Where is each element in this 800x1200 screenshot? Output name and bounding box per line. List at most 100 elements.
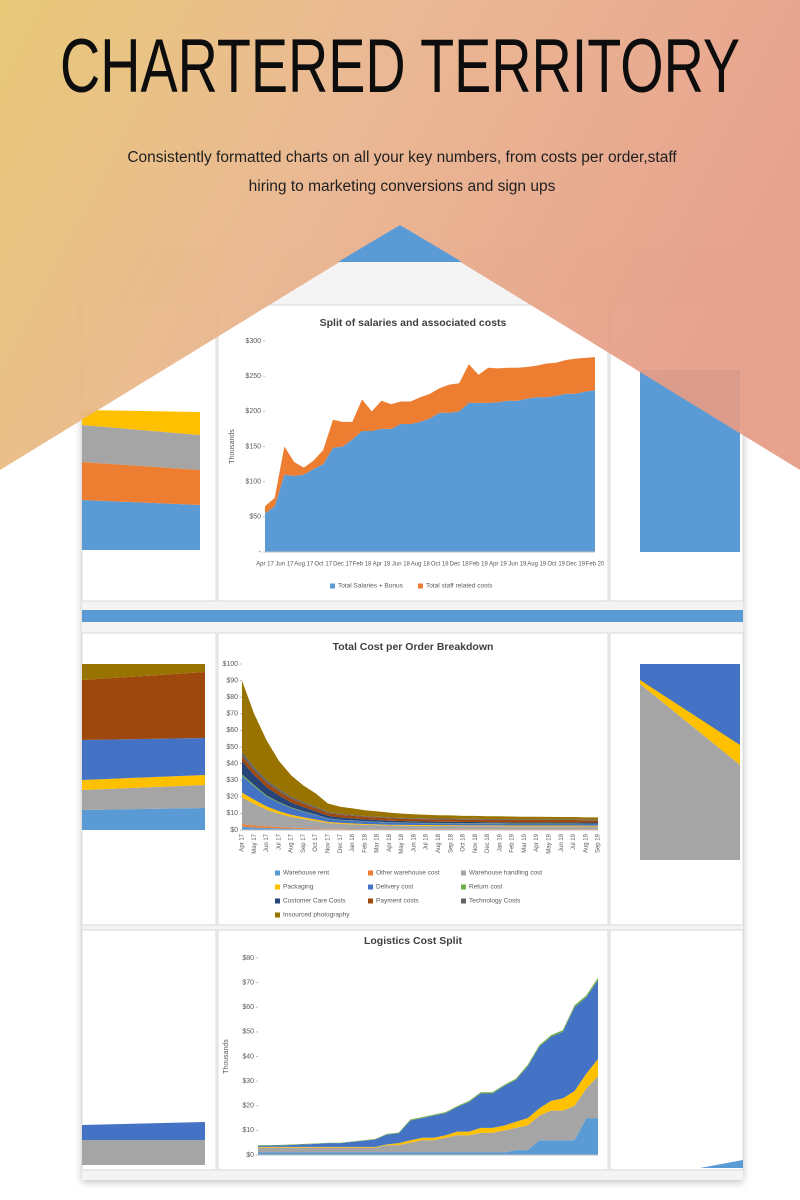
x-tick-label: Jun 17 xyxy=(264,833,270,852)
x-tick-label: May 18 xyxy=(399,833,405,853)
x-tick-label: Oct 18 xyxy=(431,562,449,568)
charts: Split of salaries and associated costs Th… xyxy=(222,317,605,1159)
x-tick-label: Jul 18 xyxy=(424,833,430,850)
x-tick-label: Dec 18 xyxy=(485,833,491,853)
x-tick-label: Sep 18 xyxy=(448,833,454,853)
y-tick-label: $10 xyxy=(226,810,238,817)
x-tick-label: Feb 19 xyxy=(510,833,516,852)
area xyxy=(265,357,595,514)
legend-swatch xyxy=(275,898,280,904)
area xyxy=(258,1058,598,1148)
y-axis-title: Thousands xyxy=(229,429,236,464)
y-tick-label: $60 xyxy=(242,1004,254,1011)
legend-swatch xyxy=(418,583,423,589)
x-tick-label: Nov 17 xyxy=(326,833,332,853)
area xyxy=(258,1076,598,1153)
x-tick-label: Oct 18 xyxy=(461,833,467,851)
chart-title: Logistics Cost Split xyxy=(364,935,463,947)
y-tick-label: $30 xyxy=(226,777,238,784)
x-tick-label: Oct 17 xyxy=(313,833,319,851)
y-tick-label: $20 xyxy=(226,794,238,801)
x-tick-label: Feb 18 xyxy=(353,562,372,568)
y-tick-label: $40 xyxy=(242,1053,254,1060)
x-tick-label: Jan 18 xyxy=(350,833,356,852)
x-tick-label: Aug 18 xyxy=(411,562,431,568)
x-tick-label: Jun 19 xyxy=(559,833,565,852)
legend-label: Total Salaries + Bonus xyxy=(338,583,404,590)
legend-label: Return cost xyxy=(469,884,502,891)
x-tick-label: Dec 19 xyxy=(566,562,586,568)
legend-swatch xyxy=(461,884,466,890)
x-tick-label: Mar 19 xyxy=(522,833,528,852)
legend-swatch xyxy=(461,870,466,876)
legend-label: Payment costs xyxy=(376,898,419,905)
x-tick-label: Mar 18 xyxy=(375,833,381,852)
y-tick-label: $200 xyxy=(245,408,261,415)
y-tick-label: $50 xyxy=(242,1029,254,1036)
x-tick-label: Jul 19 xyxy=(571,833,577,850)
legend-label: Other warehouse cost xyxy=(376,870,440,877)
x-tick-label: Jul 17 xyxy=(276,833,282,850)
y-tick-label: $60 xyxy=(226,727,238,734)
x-tick-label: Apr 18 xyxy=(373,562,391,568)
x-tick-label: Feb 19 xyxy=(469,562,488,568)
subtitle: Consistently formatted charts on all you… xyxy=(127,149,677,166)
legend-label: Customer Care Costs xyxy=(283,898,346,905)
x-tick-label: Oct 19 xyxy=(547,562,565,568)
legend-swatch xyxy=(275,912,280,918)
y-tick-label: $0 xyxy=(246,1152,254,1159)
area xyxy=(242,797,598,830)
x-tick-label: Aug 17 xyxy=(289,833,295,853)
legend-label: Delivery cost xyxy=(376,884,413,891)
legend-swatch xyxy=(275,870,280,876)
x-tick-label: Dec 18 xyxy=(450,562,470,568)
x-tick-label: Jun 19 xyxy=(508,562,527,568)
y-tick-label: - xyxy=(259,549,262,556)
x-tick-label: Apr 18 xyxy=(387,833,393,851)
y-tick-label: $150 xyxy=(245,443,261,450)
x-tick-label: Aug 17 xyxy=(294,562,314,568)
x-tick-label: Sep 17 xyxy=(301,833,307,853)
y-tick-label: $80 xyxy=(242,955,254,962)
legend-label: Packaging xyxy=(283,884,314,891)
x-tick-label: Sep 19 xyxy=(596,833,602,853)
legend-swatch xyxy=(330,583,335,589)
y-tick-label: $50 xyxy=(249,514,261,521)
x-tick-label: Apr 17 xyxy=(240,833,246,851)
legend-swatch xyxy=(461,898,466,904)
subtitle: hiring to marketing conversions and sign… xyxy=(249,178,556,195)
area xyxy=(258,977,598,1146)
x-tick-label: May 17 xyxy=(252,833,258,853)
x-tick-label: Aug 19 xyxy=(583,833,589,853)
x-tick-label: Jun 18 xyxy=(411,833,417,852)
legend-swatch xyxy=(368,898,373,904)
y-tick-label: $70 xyxy=(242,979,254,986)
y-tick-label: $40 xyxy=(226,760,238,767)
x-tick-label: Jun 18 xyxy=(392,562,411,568)
side-panel xyxy=(609,929,744,1171)
area xyxy=(265,390,595,552)
y-tick-label: $100 xyxy=(245,479,261,486)
y-tick-label: $250 xyxy=(245,373,261,380)
x-tick-label: Aug 19 xyxy=(527,562,547,568)
y-tick-label: $50 xyxy=(226,744,238,751)
header-background xyxy=(0,0,800,470)
chart-title: Split of salaries and associated costs xyxy=(320,317,507,329)
legend-swatch xyxy=(368,870,373,876)
side-decoration xyxy=(82,370,743,1168)
legend-label: Technology Costs xyxy=(469,898,521,905)
y-tick-label: $100 xyxy=(222,661,238,668)
y-tick-label: $70 xyxy=(226,711,238,718)
x-tick-label: Jun 17 xyxy=(275,562,294,568)
x-tick-label: Oct 17 xyxy=(314,562,332,568)
chart-title: Total Cost per Order Breakdown xyxy=(333,641,494,653)
y-tick-label: $80 xyxy=(226,694,238,701)
y-tick-label: $10 xyxy=(242,1127,254,1134)
legend-swatch xyxy=(275,884,280,890)
x-tick-label: Aug 18 xyxy=(436,833,442,853)
legend-label: Insourced photography xyxy=(283,912,350,919)
y-tick-label: $30 xyxy=(242,1078,254,1085)
x-tick-label: Apr 17 xyxy=(256,562,274,568)
